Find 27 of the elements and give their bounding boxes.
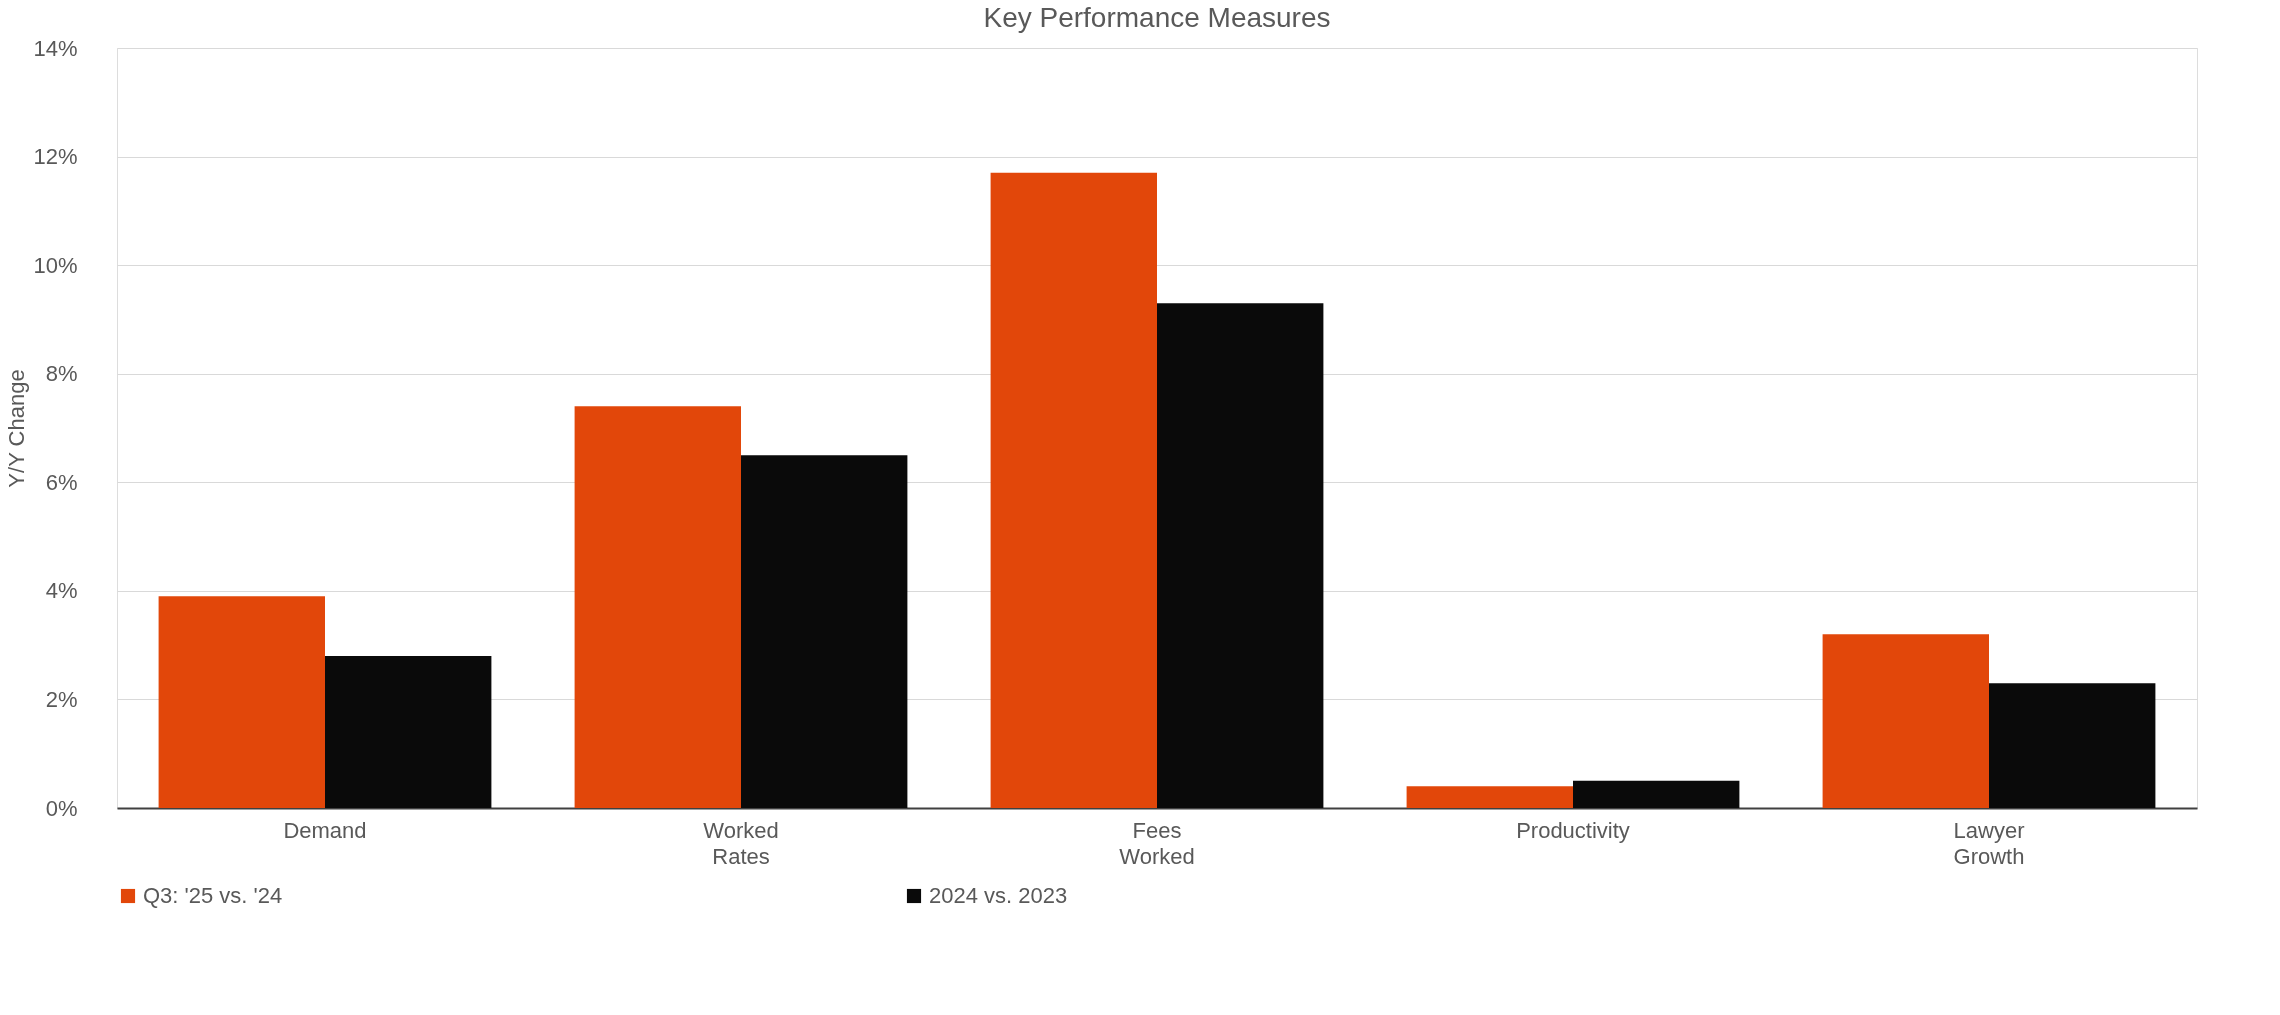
x-tick-label: Demand xyxy=(283,817,367,843)
bar xyxy=(1157,303,1324,808)
bar xyxy=(741,455,908,808)
y-axis-title: Y/Y Change xyxy=(4,369,30,488)
bar xyxy=(1406,786,1573,808)
legend-label: 2024 vs. 2023 xyxy=(929,883,1068,908)
bar xyxy=(158,596,325,808)
x-tick-label: Worked Rates xyxy=(703,817,779,869)
y-tick-label: 4% xyxy=(45,578,78,604)
y-tick-label: 12% xyxy=(33,144,78,170)
bar xyxy=(990,172,1157,808)
legend-label: Q3: '25 vs. '24 xyxy=(143,883,283,908)
bar xyxy=(1573,780,1740,808)
y-tick-label: 6% xyxy=(45,469,78,495)
y-tick-label: 10% xyxy=(33,252,78,278)
bar xyxy=(574,406,741,808)
bar xyxy=(325,656,492,808)
y-tick-label: 14% xyxy=(33,35,78,61)
x-tick-label: Productivity xyxy=(1516,817,1630,843)
y-tick-label: 0% xyxy=(45,795,78,821)
x-tick-label: Fees Worked xyxy=(1119,817,1195,869)
x-tick-label: Lawyer Growth xyxy=(1953,817,2025,869)
y-tick-label: 2% xyxy=(45,686,78,712)
y-tick-label: 8% xyxy=(45,361,78,387)
bar xyxy=(1822,634,1989,808)
chart-title: Key Performance Measures xyxy=(983,2,1331,33)
bar xyxy=(1989,683,2156,808)
